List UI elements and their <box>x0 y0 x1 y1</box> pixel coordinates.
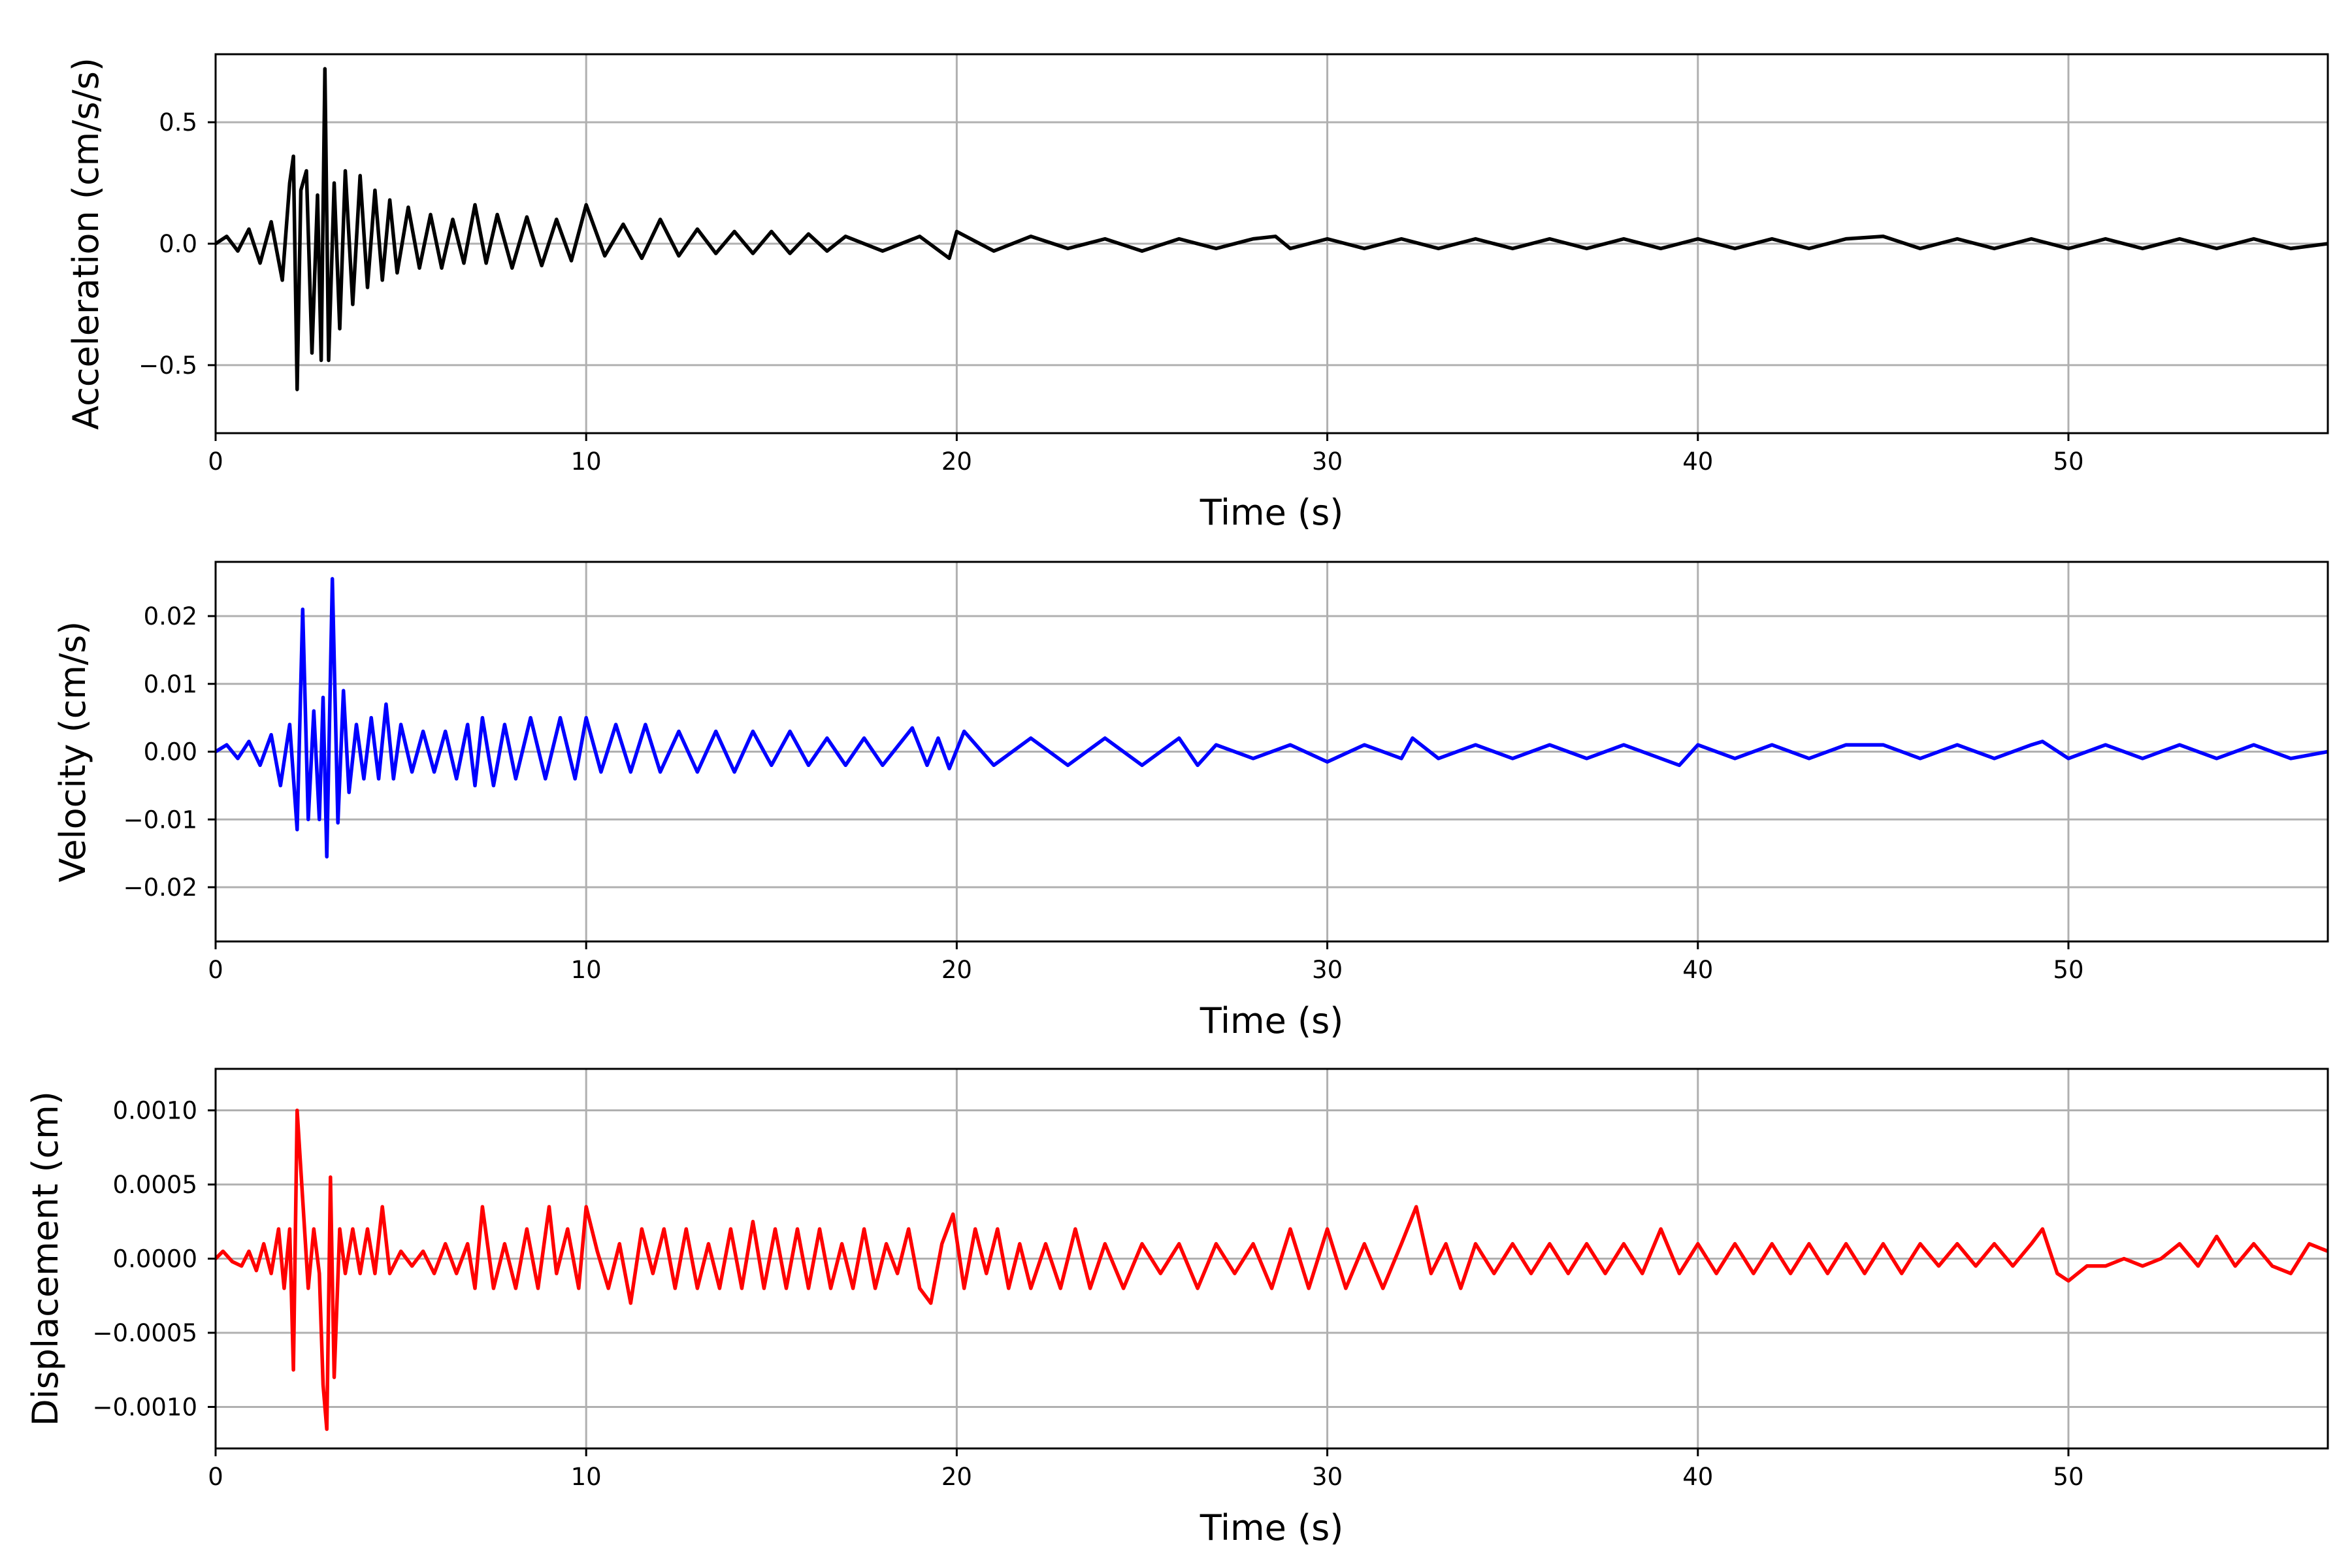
displacement-ytick-label: 0.0000 <box>113 1245 197 1273</box>
velocity-ytick-label: −0.01 <box>123 806 197 834</box>
displacement-xtick-label: 40 <box>1682 1463 1713 1491</box>
displacement-ytick-label: 0.0010 <box>113 1097 197 1125</box>
acceleration-ytick-label: 0.5 <box>159 108 197 137</box>
velocity-xtick-label: 10 <box>571 956 602 984</box>
displacement-ytick-label: −0.0005 <box>93 1319 197 1347</box>
velocity-trace-0 <box>216 577 2328 859</box>
acceleration-xtick-label: 0 <box>208 448 223 476</box>
acceleration-ytick-label: −0.5 <box>139 351 197 380</box>
acceleration-panel: 0 10 20 30 40 50 0.5 0.0 −0.5 Time (s) Acceleratio… <box>65 53 2329 533</box>
acceleration-xtick-label: 30 <box>1312 448 1343 476</box>
velocity-ytick-label: −0.02 <box>123 874 197 902</box>
displacement-xtick-label: 10 <box>571 1463 602 1491</box>
acceleration-trace-0 <box>216 67 2328 391</box>
velocity-panel: 0 10 20 30 40 50 0.02 0.01 0.00 −0.01 −0.02 Time (s… <box>52 561 2329 1041</box>
velocity-ytick-label: 0.02 <box>144 602 197 630</box>
acceleration-y-axis-label: Acceleration (cm/s/s) <box>65 57 106 430</box>
velocity-x-axis-label: Time (s) <box>1200 1000 1344 1041</box>
displacement-xtick-label: 0 <box>208 1463 223 1491</box>
displacement-y-axis-label: Displacement (cm) <box>25 1091 66 1426</box>
velocity-xtick-label: 50 <box>2053 956 2083 984</box>
velocity-xtick-label: 40 <box>1682 956 1713 984</box>
velocity-xtick-label: 30 <box>1312 956 1343 984</box>
acceleration-xtick-label: 40 <box>1682 448 1713 476</box>
acceleration-xtick-label: 10 <box>571 448 602 476</box>
displacement-ytick-label: 0.0005 <box>113 1171 197 1199</box>
acceleration-xtick-label: 50 <box>2053 448 2083 476</box>
velocity-ytick-label: 0.00 <box>144 738 197 766</box>
velocity-ytick-label: 0.01 <box>144 670 197 698</box>
acceleration-ytick-label: 0.0 <box>159 230 197 258</box>
displacement-panel: 0 10 20 30 40 50 0.0010 0.0005 0.0000 −0.0005 −0.0… <box>25 1068 2329 1548</box>
displacement-ytick-label: −0.0010 <box>93 1393 197 1421</box>
displacement-trace-0 <box>216 1108 2328 1431</box>
displacement-xtick-label: 30 <box>1312 1463 1343 1491</box>
velocity-xtick-label: 20 <box>941 956 972 984</box>
velocity-xtick-label: 0 <box>208 956 223 984</box>
displacement-xtick-label: 50 <box>2053 1463 2083 1491</box>
acceleration-x-axis-label: Time (s) <box>1200 492 1344 533</box>
displacement-x-axis-label: Time (s) <box>1200 1507 1344 1548</box>
displacement-xtick-label: 20 <box>941 1463 972 1491</box>
velocity-y-axis-label: Velocity (cm/s) <box>52 621 93 883</box>
acceleration-xtick-label: 20 <box>941 448 972 476</box>
